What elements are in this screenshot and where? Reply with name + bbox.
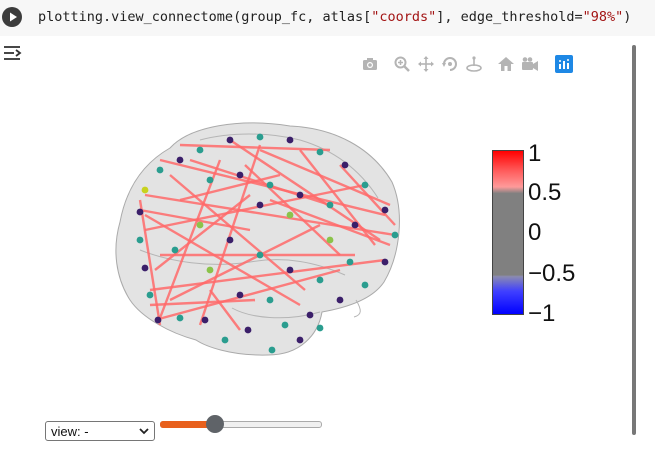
connectome-nodes: [136, 133, 399, 354]
play-icon: [10, 12, 17, 22]
plotly-logo-icon[interactable]: [555, 55, 573, 73]
reset-camera-home-icon[interactable]: [497, 55, 515, 73]
colorbar-label: 0: [528, 219, 542, 246]
code-line[interactable]: plotting.view_connectome(group_fc, atlas…: [38, 7, 631, 27]
colorbar: [492, 150, 524, 315]
code-text: ], edge_threshold=: [436, 9, 583, 25]
run-cell-button[interactable]: [2, 7, 22, 27]
colorbar-label: 1: [528, 140, 542, 167]
connectome-edges: [138, 139, 396, 331]
reset-camera-last-save-icon[interactable]: [521, 55, 539, 73]
slider-thumb[interactable]: [205, 415, 224, 433]
code-string: "98%": [582, 9, 624, 25]
pan-icon[interactable]: [417, 55, 435, 73]
threshold-slider[interactable]: [160, 415, 322, 435]
chevron-down-icon: [139, 428, 149, 435]
output-scrollbar[interactable]: [632, 45, 636, 435]
code-cell-input[interactable]: plotting.view_connectome(group_fc, atlas…: [0, 0, 655, 36]
connectome-3d-plot[interactable]: [0, 80, 620, 410]
colorbar-label: −1: [528, 300, 556, 327]
camera-icon[interactable]: [361, 55, 379, 73]
view-select[interactable]: view: -: [45, 421, 155, 441]
colorbar-label: −0.5: [528, 260, 576, 287]
slider-fill: [160, 421, 213, 428]
view-select-value: view: -: [51, 424, 89, 439]
output-toggle-icon[interactable]: [2, 43, 24, 63]
code-text: plotting.view_connectome(group_fc, atlas…: [38, 9, 372, 25]
zoom-icon[interactable]: [393, 55, 411, 73]
code-text: ): [623, 9, 632, 25]
colorbar-label: 0.5: [528, 179, 562, 206]
code-string: "coords": [371, 9, 437, 25]
turntable-rotation-icon[interactable]: [465, 55, 483, 73]
orbit-rotation-icon[interactable]: [441, 55, 459, 73]
